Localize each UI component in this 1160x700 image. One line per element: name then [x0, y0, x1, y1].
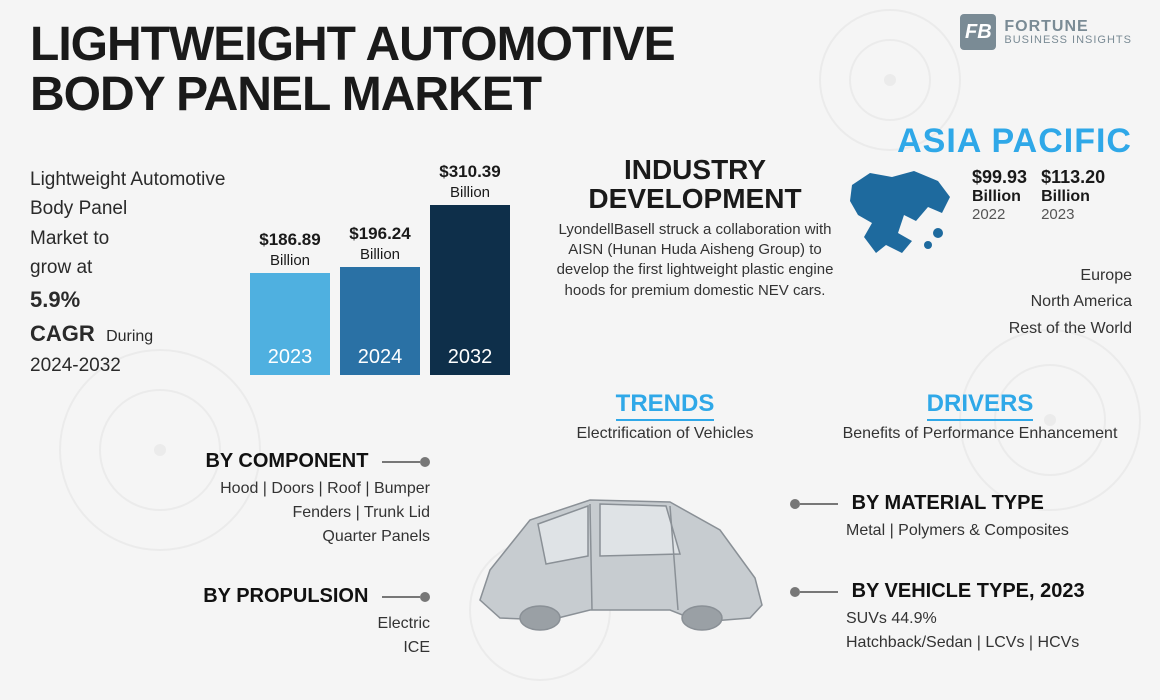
chart-bar: $186.89Billion2023 — [250, 230, 330, 375]
cagr-rate: 5.9% — [30, 287, 80, 312]
title-line-2: BODY PANEL MARKET — [30, 70, 675, 120]
logo-monogram: FB — [960, 14, 996, 50]
segment-component: BY COMPONENT Hood | Doors | Roof | Bumpe… — [80, 450, 430, 549]
car-body-illustration — [470, 460, 770, 650]
segment-vehicle: BY VEHICLE TYPE, 2023 SUVs 44.9% Hatchba… — [790, 580, 1130, 655]
trends-block: TRENDS Electrification of Vehicles — [540, 390, 790, 443]
region-stat: $99.93Billion2022 — [972, 167, 1027, 257]
segment-propulsion: BY PROPULSION Electric ICE — [80, 585, 430, 660]
industry-development: INDUSTRY DEVELOPMENT LyondellBasell stru… — [540, 155, 850, 301]
drivers-block: DRIVERS Benefits of Performance Enhancem… — [830, 390, 1130, 443]
region-others-list: EuropeNorth AmericaRest of the World — [842, 263, 1132, 342]
segment-material: BY MATERIAL TYPE Metal | Polymers & Comp… — [790, 492, 1130, 543]
logo-line-2: BUSINESS INSIGHTS — [1004, 35, 1132, 46]
logo-line-1: FORTUNE — [1004, 19, 1132, 35]
cagr-summary: Lightweight Automotive Body Panel Market… — [30, 165, 240, 380]
region-other-item: North America — [842, 289, 1132, 315]
cagr-label: CAGR — [30, 321, 95, 346]
chart-bar: $310.39Billion2032 — [430, 162, 510, 375]
region-stat: $113.20Billion2023 — [1041, 167, 1105, 257]
market-bar-chart: $186.89Billion2023$196.24Billion2024$310… — [250, 145, 510, 375]
region-block: ASIA PACIFIC $99.93Billion2022 $113.20Bil… — [842, 122, 1132, 342]
asia-pacific-map-icon — [842, 167, 962, 257]
region-other-item: Europe — [842, 263, 1132, 289]
brand-logo: FB FORTUNE BUSINESS INSIGHTS — [960, 14, 1132, 50]
industry-body: LyondellBasell struck a collaboration wi… — [540, 220, 850, 301]
region-other-item: Rest of the World — [842, 316, 1132, 342]
chart-bar: $196.24Billion2024 — [340, 224, 420, 375]
title-line-1: LIGHTWEIGHT AUTOMOTIVE — [30, 20, 675, 70]
page-title: LIGHTWEIGHT AUTOMOTIVE BODY PANEL MARKET — [30, 20, 675, 121]
region-title: ASIA PACIFIC — [842, 122, 1132, 161]
